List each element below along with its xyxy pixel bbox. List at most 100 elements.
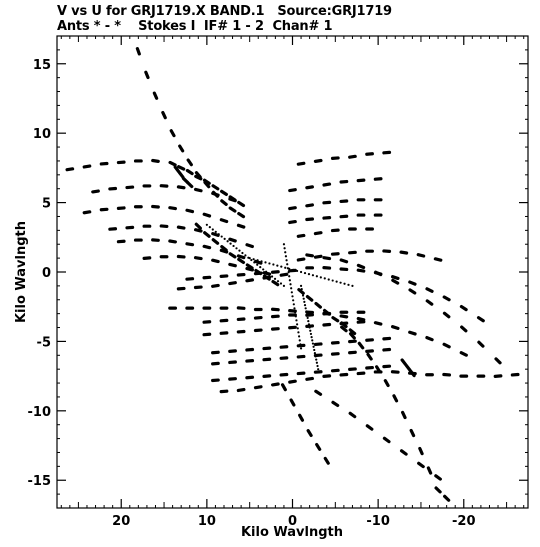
uv-dot xyxy=(299,284,303,287)
uv-point xyxy=(211,232,220,237)
uv-dot xyxy=(287,271,290,274)
uv-dot xyxy=(250,258,253,262)
uv-point xyxy=(409,369,416,378)
uv-point xyxy=(228,197,237,203)
uv-dot xyxy=(286,263,289,266)
uv-dot xyxy=(300,287,303,291)
uv-point xyxy=(494,357,502,365)
uv-dot xyxy=(288,267,291,270)
uv-point xyxy=(228,206,237,213)
uv-dot xyxy=(283,247,286,250)
y-axis-title: Kilo Wavlngth xyxy=(14,221,29,323)
uv-point xyxy=(176,185,186,190)
uv-point xyxy=(211,283,220,288)
uv-point xyxy=(340,321,348,329)
uv-dot xyxy=(308,326,311,329)
uv-dot xyxy=(279,282,283,285)
uv-point xyxy=(313,254,323,259)
uv-point xyxy=(203,231,211,238)
uv-point xyxy=(253,259,263,265)
uv-point xyxy=(289,398,296,407)
uv-dot xyxy=(303,304,307,307)
uv-dot xyxy=(331,279,334,282)
uv-dot xyxy=(301,291,304,294)
uv-dot xyxy=(307,323,311,326)
uv-point xyxy=(161,110,167,120)
uv-dot xyxy=(315,358,318,361)
uv-point xyxy=(168,160,177,167)
uv-dot xyxy=(229,242,232,245)
uv-point xyxy=(177,171,185,179)
uv-point xyxy=(366,352,373,361)
uv-dot xyxy=(311,339,314,342)
uv-point xyxy=(152,91,159,100)
uv-point xyxy=(425,299,434,306)
uv-point xyxy=(169,129,176,138)
uv-point xyxy=(65,167,75,172)
uv-point xyxy=(356,316,366,322)
uv-dot xyxy=(211,228,214,231)
uv-point xyxy=(434,474,442,481)
uv-point xyxy=(288,219,297,225)
uv-point xyxy=(459,351,468,357)
uv-point xyxy=(288,206,297,211)
uv-dot xyxy=(205,223,208,226)
uv-dot xyxy=(303,300,306,304)
uv-dot xyxy=(295,319,298,322)
uv-dot xyxy=(262,268,265,271)
y-tick-label: 10 xyxy=(33,127,51,142)
uv-point xyxy=(331,316,340,323)
uv-point xyxy=(211,238,220,245)
uv-dot xyxy=(284,255,288,258)
uv-dot xyxy=(327,278,330,281)
uv-dot xyxy=(260,260,263,263)
uv-dot xyxy=(285,259,288,262)
uv-point xyxy=(391,275,400,281)
uv-point xyxy=(193,256,203,261)
uv-point xyxy=(305,376,314,381)
uv-dot xyxy=(284,251,287,254)
uv-point xyxy=(339,258,349,264)
uv-point xyxy=(322,308,331,316)
uv-point xyxy=(417,461,425,469)
uv-dot xyxy=(339,281,342,284)
uv-dot xyxy=(276,280,280,283)
uv-dot xyxy=(265,270,268,273)
uv-dot xyxy=(292,303,295,306)
uv-point xyxy=(288,379,297,384)
uv-dot xyxy=(296,323,299,326)
uv-point xyxy=(404,363,412,372)
uv-point xyxy=(425,287,434,293)
uv-point xyxy=(401,410,407,420)
uv-dot xyxy=(313,352,316,355)
uv-point xyxy=(418,446,424,456)
uv-point xyxy=(245,266,255,272)
uv-dot xyxy=(301,294,305,297)
y-tick-label: 5 xyxy=(42,197,51,212)
uv-point xyxy=(375,365,382,374)
uv-point xyxy=(194,222,202,230)
uv-point xyxy=(211,191,220,197)
uv-point xyxy=(391,278,400,285)
x-tick-label: -10 xyxy=(366,514,390,529)
uv-point xyxy=(151,158,160,163)
uv-dot xyxy=(347,283,350,286)
uv-point xyxy=(177,165,186,171)
uv-point xyxy=(314,389,323,396)
uv-dot xyxy=(306,316,309,320)
uv-point xyxy=(357,341,365,350)
uv-point xyxy=(443,494,451,502)
uv-dot xyxy=(268,262,271,265)
uv-point xyxy=(185,208,195,214)
x-axis-title: Kilo Wavlngth xyxy=(241,525,343,540)
uv-dot xyxy=(226,240,229,243)
uv-dot xyxy=(297,331,300,334)
uv-dot xyxy=(343,282,346,285)
uv-point xyxy=(382,436,391,444)
uv-point xyxy=(322,182,332,187)
uv-point xyxy=(408,330,417,336)
uv-dot xyxy=(309,332,313,336)
uv-dot xyxy=(298,339,301,342)
uv-dot xyxy=(289,283,292,286)
uv-dot xyxy=(307,320,310,323)
